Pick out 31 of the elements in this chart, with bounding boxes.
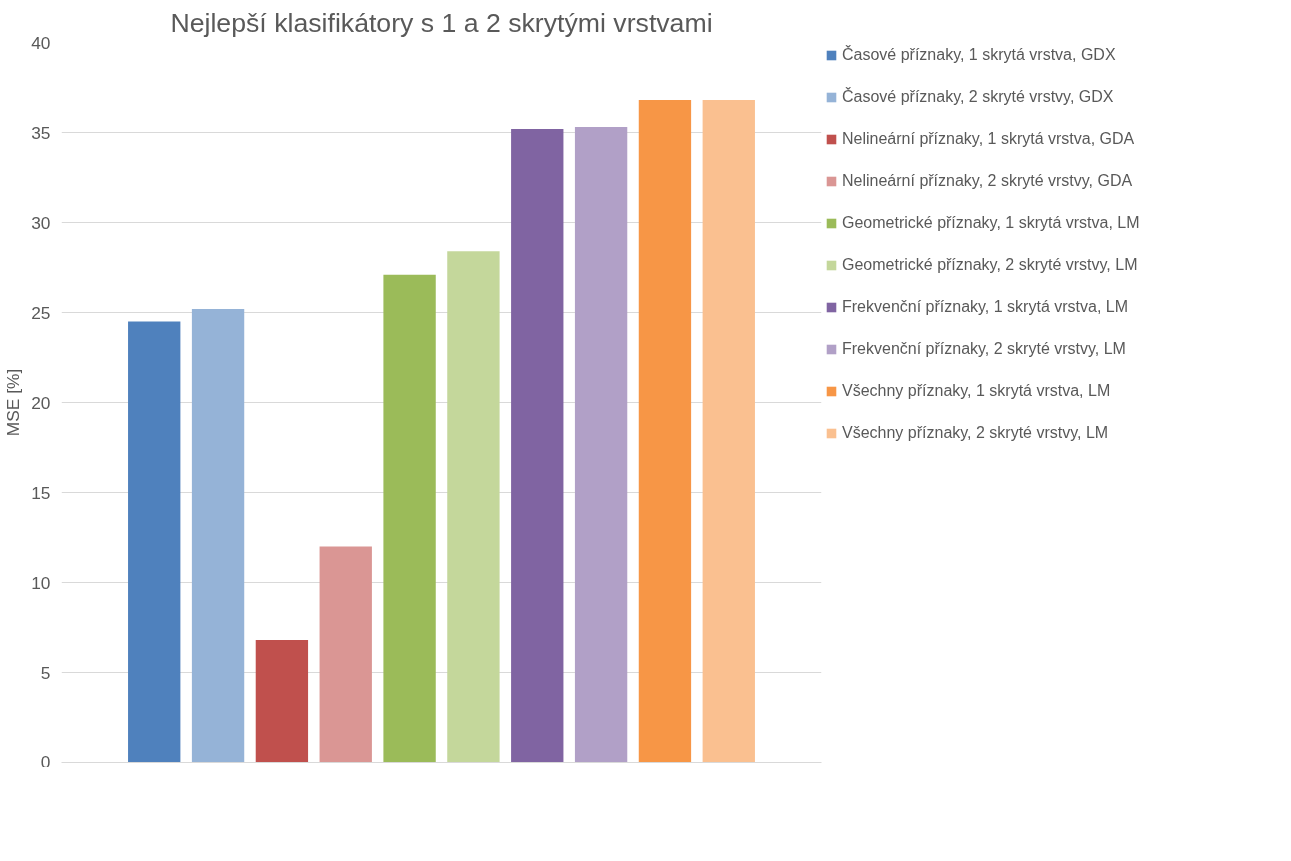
- y-tick-label: 10: [31, 572, 51, 593]
- y-tick-label: 5: [40, 662, 51, 683]
- bar: [447, 251, 500, 763]
- y-tick-label: 20: [31, 392, 51, 413]
- bar: [702, 100, 755, 763]
- y-axis-title: MSE [%]: [3, 368, 24, 437]
- bar: [128, 321, 181, 763]
- y-tick-label: 25: [31, 302, 51, 323]
- y-tick-label: 30: [31, 212, 51, 233]
- bar: [574, 127, 628, 763]
- bar: [511, 128, 564, 763]
- bar: [638, 100, 692, 763]
- legend-label: Frekvenční příznaky, 1 skrytá vrstva, LM: [842, 298, 1129, 316]
- legend-label: Všechny příznaky, 2 skryté vrstvy, LM: [842, 424, 1109, 442]
- y-tick-label: 40: [31, 32, 51, 53]
- legend-label: Nelineární příznaky, 1 skrytá vrstva, GDA: [842, 130, 1135, 148]
- bar: [319, 546, 372, 763]
- chart-title: Nejlepší klasifikátory s 1 a 2 skrytými vrstvami: [170, 7, 713, 38]
- legend-label: Všechny příznaky, 1 skrytá vrstva, LM: [842, 382, 1111, 400]
- bar: [191, 308, 245, 763]
- y-tick-label: 0: [40, 751, 51, 772]
- legend-label: Časové příznaky, 2 skryté vrstvy, GDX: [842, 88, 1114, 106]
- y-tick-label: 15: [31, 482, 51, 503]
- y-tick-label: 35: [31, 122, 51, 143]
- bar: [383, 274, 436, 763]
- legend-label: Geometrické příznaky, 1 skrytá vrstva, LM: [842, 214, 1140, 232]
- legend-label: Geometrické příznaky, 2 skryté vrstvy, LM: [842, 256, 1138, 274]
- legend-label: Časové příznaky, 1 skrytá vrstva, GDX: [842, 46, 1116, 64]
- legend-label: Frekvenční příznaky, 2 skryté vrstvy, LM: [842, 340, 1126, 358]
- bar: [255, 640, 309, 763]
- legend-label: Nelineární příznaky, 2 skryté vrstvy, GDA: [842, 172, 1133, 190]
